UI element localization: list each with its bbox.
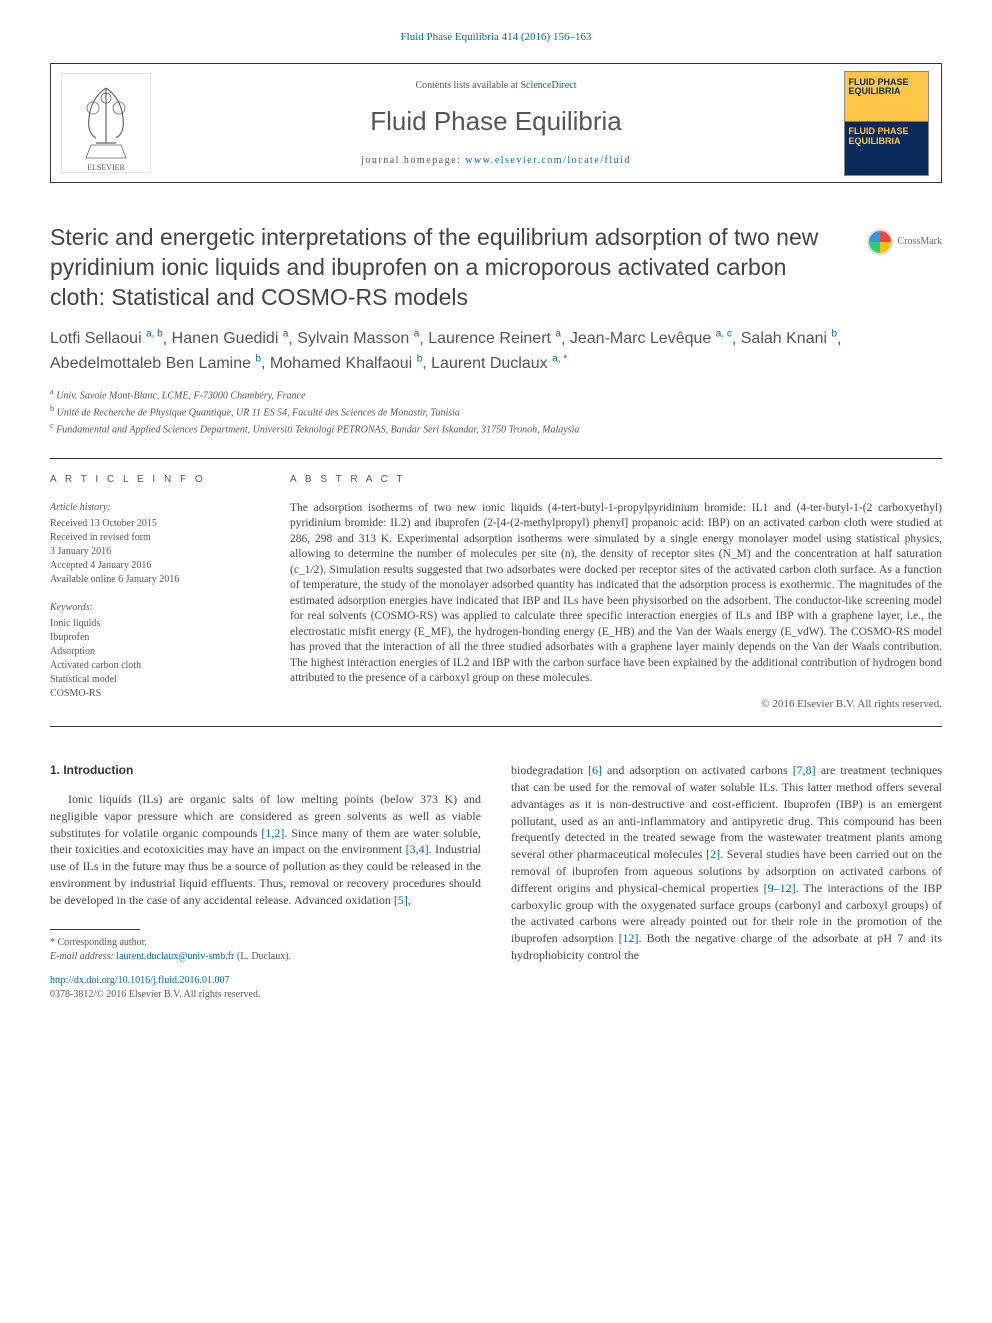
keyword: Activated carbon cloth (50, 659, 250, 673)
crossmark-badge[interactable]: CrossMark (867, 229, 942, 255)
abstract-copyright: © 2016 Elsevier B.V. All rights reserved… (290, 697, 942, 712)
title-row: Steric and energetic interpretations of … (50, 223, 942, 313)
doi-link[interactable]: http://dx.doi.org/10.1016/j.fluid.2016.0… (50, 975, 230, 986)
author-list: Lotfi Sellaoui a, b, Hanen Guedidi a, Sy… (50, 327, 942, 376)
email-tail: (L. Duclaux). (234, 951, 291, 962)
abstract-text: The adsorption isotherms of two new ioni… (290, 501, 942, 687)
affiliation: a Univ. Savoie Mont-Blanc, LCME, F-73000… (50, 386, 942, 403)
intro-paragraph-right: biodegradation [6] and adsorption on act… (511, 762, 942, 964)
body-columns: 1. Introduction Ionic liquids (ILs) are … (50, 762, 942, 1001)
journal-citation: Fluid Phase Equilibria 414 (2016) 156–16… (50, 30, 942, 45)
journal-header: ELSEVIER Contents lists available at Sci… (50, 63, 942, 183)
svg-text:ELSEVIER: ELSEVIER (87, 163, 125, 172)
article-info: A R T I C L E I N F O Article history: R… (50, 459, 250, 727)
history-item: Available online 6 January 2016 (50, 573, 250, 587)
author: Abedelmottaleb Ben Lamine b (50, 355, 261, 372)
keyword: COSMO-RS (50, 687, 250, 701)
footnote-divider (50, 929, 140, 930)
elsevier-tree-logo: ELSEVIER (61, 73, 151, 173)
journal-citation-link[interactable]: Fluid Phase Equilibria 414 (2016) 156–16… (401, 31, 592, 43)
crossmark-label: CrossMark (898, 235, 942, 249)
author: Salah Knani b (741, 330, 837, 347)
journal-cover-cell: FLUID PHASE EQUILIBRIA FLUID PHASE EQUIL… (831, 64, 941, 182)
keywords-heading: Keywords: (50, 601, 250, 615)
keyword: Ionic liquids (50, 617, 250, 631)
publisher-logo-cell: ELSEVIER (51, 64, 161, 182)
journal-homepage-link[interactable]: www.elsevier.com/locate/fluid (465, 155, 631, 166)
doi-line: http://dx.doi.org/10.1016/j.fluid.2016.0… (50, 974, 481, 988)
citation-ref[interactable]: [3,4] (406, 842, 429, 856)
paper-title: Steric and energetic interpretations of … (50, 223, 867, 313)
journal-cover-thumbnail: FLUID PHASE EQUILIBRIA FLUID PHASE EQUIL… (844, 71, 929, 176)
author: Laurence Reinert a (428, 330, 561, 347)
right-column: biodegradation [6] and adsorption on act… (511, 762, 942, 1001)
intro-paragraph-left: Ionic liquids (ILs) are organic salts of… (50, 791, 481, 909)
citation-ref[interactable]: [2] (706, 847, 720, 861)
intro-heading: 1. Introduction (50, 762, 481, 779)
citation-ref[interactable]: [5] (394, 893, 408, 907)
email-line: E-mail address: laurent.duclaux@univ-smb… (50, 950, 481, 964)
article-info-label: A R T I C L E I N F O (50, 473, 250, 487)
cover-text-top: FLUID PHASE EQUILIBRIA (845, 72, 928, 121)
author: Mohamed Khalfaoui b (270, 355, 422, 372)
keyword: Adsorption (50, 645, 250, 659)
history-heading: Article history: (50, 501, 250, 515)
abstract-label: A B S T R A C T (290, 473, 942, 487)
cover-text-bottom: FLUID PHASE EQUILIBRIA (845, 121, 928, 175)
citation-ref[interactable]: [12] (619, 931, 639, 945)
journal-header-center: Contents lists available at ScienceDirec… (161, 64, 831, 182)
email-label: E-mail address: (50, 951, 116, 962)
journal-name: Fluid Phase Equilibria (370, 103, 621, 139)
author: Lotfi Sellaoui a, b (50, 330, 163, 347)
keyword: Ibuprofen (50, 631, 250, 645)
citation-ref[interactable]: [9–12] (764, 881, 796, 895)
author: Hanen Guedidi a (172, 330, 289, 347)
homepage-prefix: journal homepage: (361, 155, 465, 166)
author: Jean-Marc Levêque a, c (570, 330, 732, 347)
crossmark-icon (867, 229, 893, 255)
history-item: 3 January 2016 (50, 545, 250, 559)
author: Sylvain Masson a (297, 330, 419, 347)
history-item: Accepted 4 January 2016 (50, 559, 250, 573)
contents-line: Contents lists available at ScienceDirec… (415, 79, 576, 93)
abstract: A B S T R A C T The adsorption isotherms… (290, 459, 942, 727)
affiliation: b Unité de Recherche de Physique Quantiq… (50, 403, 942, 420)
contents-prefix: Contents lists available at (415, 80, 520, 91)
history-item: Received in revised form (50, 531, 250, 545)
homepage-line: journal homepage: www.elsevier.com/locat… (361, 154, 631, 168)
author: Laurent Duclaux a, * (431, 355, 567, 372)
affiliation: c Fundamental and Applied Sciences Depar… (50, 420, 942, 437)
affiliation-list: a Univ. Savoie Mont-Blanc, LCME, F-73000… (50, 386, 942, 438)
citation-ref[interactable]: [6] (588, 763, 602, 777)
meta-section: A R T I C L E I N F O Article history: R… (50, 458, 942, 728)
citation-ref[interactable]: [7,8] (793, 763, 816, 777)
left-column: 1. Introduction Ionic liquids (ILs) are … (50, 762, 481, 1001)
bottom-copyright: 0378-3812/© 2016 Elsevier B.V. All right… (50, 988, 481, 1002)
citation-ref[interactable]: [1,2] (261, 826, 284, 840)
sciencedirect-link[interactable]: ScienceDirect (520, 80, 576, 91)
keyword: Statistical model (50, 673, 250, 687)
corresponding-author-note: * Corresponding author. (50, 936, 481, 950)
corresponding-email-link[interactable]: laurent.duclaux@univ-smb.fr (116, 951, 234, 962)
history-item: Received 13 October 2015 (50, 517, 250, 531)
